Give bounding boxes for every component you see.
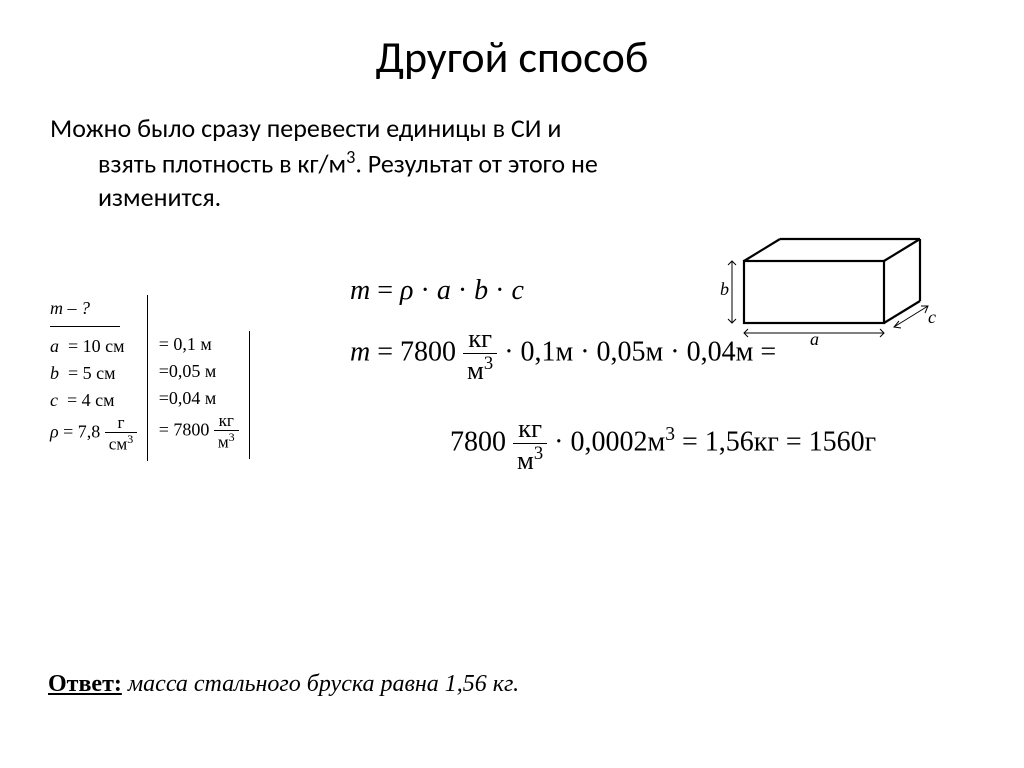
intro-sup: 3 [346, 146, 355, 168]
rho-si-row: = 7800 кг м3 [159, 412, 239, 451]
rho-si-frac: кг м3 [214, 412, 239, 451]
given-right-column: = 0,1 м =0,05 м =0,04 м = 7800 кг м3 [153, 331, 250, 459]
rho-val: 7,8 [78, 422, 101, 442]
rho-si-den: м [218, 433, 229, 452]
c-var: c [50, 390, 58, 410]
find-row: m – ? [50, 295, 137, 322]
intro-l2a: взять плотность в кг/м [98, 147, 346, 179]
intro-l3: изменится. [58, 181, 974, 215]
formula-general: m = ρ · a · b · c [350, 275, 776, 307]
f2-rho-frac: кг м3 [513, 415, 547, 473]
rho-si-num: кг [214, 412, 239, 431]
b-row: b = 5 см [50, 360, 137, 387]
b-var: b [50, 363, 59, 383]
box-c-label: c [928, 307, 936, 327]
rho-row: ρ = 7,8 г см3 [50, 414, 137, 453]
rho-den: см [109, 435, 127, 454]
f2-rho-num: кг [513, 415, 547, 444]
intro-l1: Можно было сразу перевести единицы в СИ … [50, 112, 561, 144]
intro-paragraph: Можно было сразу перевести единицы в СИ … [50, 112, 974, 215]
box-a-label: a [810, 329, 819, 345]
rho-si-val: 7800 [173, 420, 209, 440]
rho-si-sup: 3 [229, 430, 235, 444]
a-val: = 10 см [68, 336, 125, 356]
formula-numeric: m = 7800 кг м3 · 0,1м · 0,05м · 0,04м = [350, 325, 776, 383]
rho-var: ρ [50, 422, 59, 442]
f2-rho-sup: 3 [534, 443, 543, 464]
answer-label: Ответ: [48, 671, 122, 697]
formula-result-line: 7800 кг м3 · 0,0002м3 = 1,56кг = 1560г [450, 415, 876, 473]
slide-title: Другой способ [50, 30, 974, 84]
rho-unit-frac: г см3 [105, 414, 137, 453]
a-si: = 0,1 м [159, 331, 239, 358]
given-left-column: m – ? a = 10 см b = 5 см c = 4 см ρ = 7,… [50, 295, 148, 461]
b-si: =0,05 м [159, 358, 239, 385]
answer-line: Ответ: масса стального бруска равна 1,56… [48, 671, 519, 698]
f2-rho-den: м [517, 445, 534, 475]
c-row: c = 4 см [50, 387, 137, 414]
f2-vol-sup: 3 [665, 424, 675, 445]
given-divider [50, 326, 120, 327]
b-val: = 5 см [68, 363, 116, 383]
find-text: m – ? [50, 298, 90, 318]
rho-den-sup: 3 [127, 432, 133, 446]
a-var: a [50, 336, 59, 356]
f2-result: = 1,56кг = 1560г [675, 427, 876, 458]
f2-rho-val: 7800 [450, 427, 506, 458]
c-si: =0,04 м [159, 385, 239, 412]
f-dims: · 0,1м · 0,05м · 0,04м = [497, 337, 776, 368]
rho-num: г [105, 414, 137, 433]
a-row: a = 10 см [50, 333, 137, 360]
given-block: m – ? a = 10 см b = 5 см c = 4 см ρ = 7,… [50, 295, 250, 461]
f-rho-den: м [467, 355, 484, 385]
f2-vol: · 0,0002м [547, 427, 665, 458]
intro-l2b: . Результат от этого не [355, 147, 597, 179]
c-val: = 4 см [67, 390, 115, 410]
answer-text: масса стального бруска равна 1,56 кг. [122, 671, 519, 697]
formulas-block: m = ρ · a · b · c m = 7800 кг м3 · 0,1м … [350, 275, 776, 401]
f-rho-sup: 3 [484, 353, 493, 374]
f-rho-num: кг [463, 325, 497, 354]
f-rho-val: 7800 [400, 337, 456, 368]
f-rho-frac: кг м3 [463, 325, 497, 383]
